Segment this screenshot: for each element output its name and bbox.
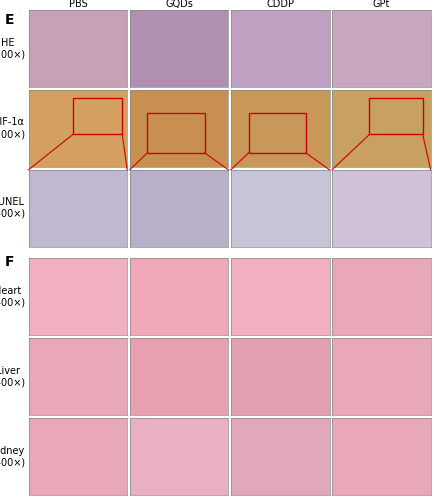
Text: HIF-1α
(100×): HIF-1α (100×) xyxy=(0,118,25,139)
Bar xyxy=(73,98,122,134)
Bar xyxy=(248,113,305,153)
Text: Liver
(400×): Liver (400×) xyxy=(0,366,25,388)
Title: GPt: GPt xyxy=(372,0,389,9)
Text: F: F xyxy=(4,255,14,269)
Title: CDDP: CDDP xyxy=(266,0,293,9)
Text: HE
(100×): HE (100×) xyxy=(0,38,25,59)
Text: Kidney
(400×): Kidney (400×) xyxy=(0,446,25,468)
Bar xyxy=(368,98,422,134)
Title: PBS: PBS xyxy=(68,0,87,9)
Bar xyxy=(147,113,204,153)
Text: Heart
(400×): Heart (400×) xyxy=(0,286,25,308)
Text: TUNEL
(400×): TUNEL (400×) xyxy=(0,198,25,219)
Text: E: E xyxy=(4,12,14,26)
Title: GQDs: GQDs xyxy=(165,0,193,9)
